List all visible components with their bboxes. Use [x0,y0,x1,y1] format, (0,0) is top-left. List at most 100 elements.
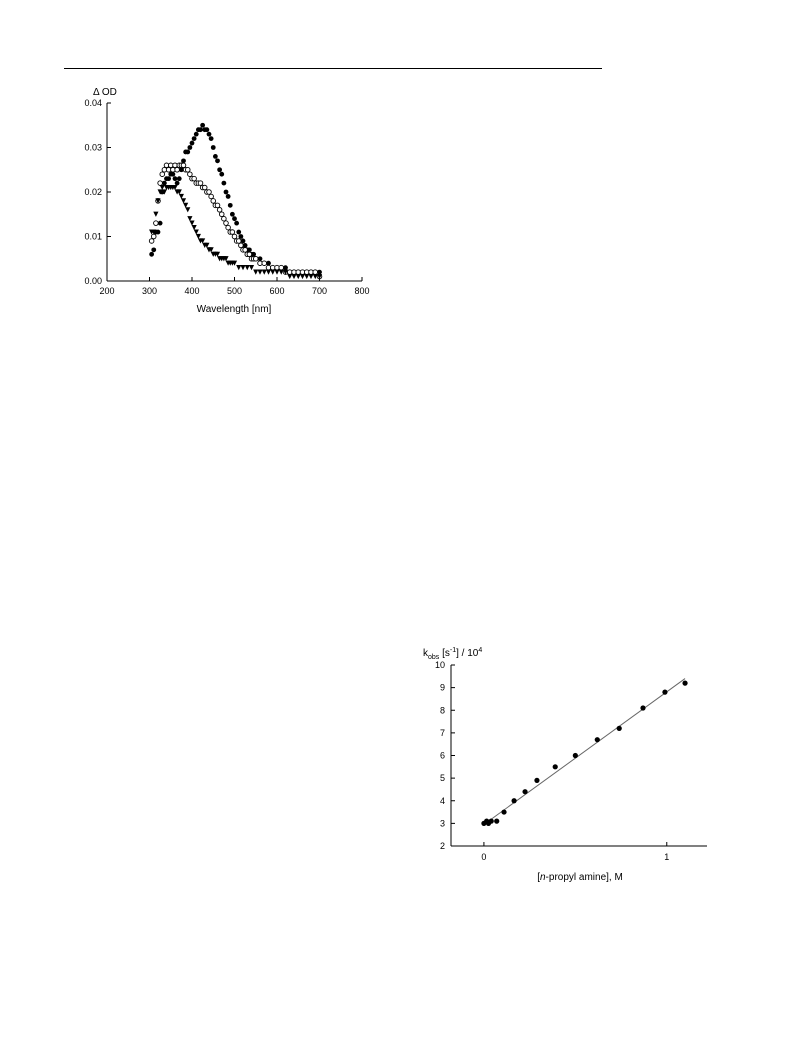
chart1-point-triangle [270,269,276,275]
chart1-point-filled-circle [229,211,235,217]
chart1-point-triangle [193,229,199,235]
chart1-point-filled-circle [223,189,229,195]
chart1-point-open-circle [235,238,242,244]
chart1-point-filled-circle [212,154,218,159]
chart1-point-filled-circle [208,136,214,142]
chart1-point-triangle [248,265,255,271]
chart1-point-filled-circle [206,131,212,137]
chart2-xlabel-italic: n [540,872,546,883]
chart1-point-filled-circle [215,158,220,164]
chart1-point-open-circle [223,220,229,226]
chart1-point-triangle [274,269,280,275]
chart1-point-filled-circle [227,202,233,208]
chart2-xlabel-pre: [ [537,872,540,883]
chart1-ytick-label: 0.01 [84,232,102,242]
chart1-point-triangle [223,256,229,262]
chart1-point-open-circle [153,220,159,226]
chart1-point-triangle [208,247,214,253]
chart1-point-filled-circle [189,140,195,146]
chart1-point-filled-circle [221,180,227,186]
chart2-point [594,737,600,743]
chart1-point-open-circle [197,180,204,186]
chart1-point-filled-circle [251,251,257,257]
chart1-point-filled-circle [172,176,178,182]
chart1-point-open-circle [184,166,191,173]
chart1-point-open-circle [191,175,197,182]
chart1-point-triangle [278,269,284,275]
chart1-point-open-circle [238,242,244,249]
chart1-point-open-circle [252,256,259,262]
chart2-ylabel-mid2: ] / 10 [456,648,479,659]
chart1-point-filled-circle [219,171,225,177]
chart1-point-triangle [183,202,189,208]
chart1-point-triangle [236,265,242,271]
chart2-xtick-label: 1 [664,852,669,862]
chart1-point-filled-circle [193,131,199,137]
chart1-point-filled-circle [149,251,155,257]
chart2-ylabel: kobs [s-1] / 104 [423,647,482,661]
chart2-ylabel-sup2: 4 [478,647,482,654]
chart1-point-triangle [195,233,201,240]
chart1-point-filled-circle [191,136,197,142]
chart1-point-open-circle [210,198,216,204]
chart1-point-open-circle [180,162,187,169]
chart1-point-filled-circle [198,127,203,133]
chart1-xtick-label: 800 [354,286,369,296]
chart1-point-filled-circle [187,145,193,150]
chart1-point-triangle [178,193,184,200]
chart1-point-filled-circle [176,176,182,182]
chart1-point-triangle [231,260,238,266]
chart2-point [488,818,494,824]
chart2-point [552,764,558,770]
chart2-ytick-label: 5 [440,773,445,783]
chart1-point-open-circle [208,193,214,200]
chart2-fit-line [483,678,686,825]
chart2-ytick-label: 4 [440,796,445,806]
chart2-point [522,789,528,795]
chart1-point-triangle [304,273,310,280]
chart1-point-triangle [265,269,272,275]
chart2-ylabel-mid: [s [439,648,450,659]
chart2-ytick-label: 9 [440,683,445,693]
chart2-ytick-label: 3 [440,818,445,828]
chart1-point-triangle [159,184,165,191]
chart1-point-triangle [153,211,159,217]
chart1-point-triangle [299,273,306,280]
chart1-point-open-circle [225,224,231,231]
chart1-point-triangle [161,189,167,195]
chart1-point-filled-circle [155,229,161,235]
chart1-point-triangle [316,273,323,280]
chart1-xtick-label: 200 [99,286,114,296]
chart1-xtick-label: 400 [184,286,199,296]
chart1-point-triangle [204,242,210,248]
chart1-ytick-label: 0.02 [84,187,102,197]
chart1-point-triangle [214,251,221,257]
chart2-point [640,705,646,711]
chart1-point-open-circle [174,166,180,173]
chart1-point-filled-circle [200,122,206,128]
chart1-point-open-circle [187,171,193,177]
chart1-xtick-label: 600 [269,286,284,296]
chart1-point-filled-circle [178,167,184,173]
chart1-point-triangle [172,184,178,191]
chart1-point-open-circle [229,229,236,235]
chart1-point-filled-circle [232,216,237,222]
chart1-point-triangle [261,269,267,275]
chart1-point-open-circle [242,247,248,253]
chart1-point-filled-circle [225,194,231,199]
chart2-ytick-label: 2 [440,841,445,851]
chart1-point-triangle [308,273,314,280]
chart1-ytick-label: 0.03 [84,143,102,153]
chart1-point-triangle [187,216,193,222]
chart2-xlabel-post: -propyl amine], M [546,872,623,883]
chart1-point-triangle [200,238,206,244]
chart1-point-open-circle [206,189,212,195]
chart1-point-filled-circle [210,145,216,150]
chart1-point-open-circle [159,171,165,177]
chart1-point-filled-circle [317,269,322,275]
chart1-point-triangle [240,265,246,271]
chart2-point [662,689,668,695]
chart2-ylabel-base: k [423,648,429,659]
chart1-point-triangle [185,207,191,213]
